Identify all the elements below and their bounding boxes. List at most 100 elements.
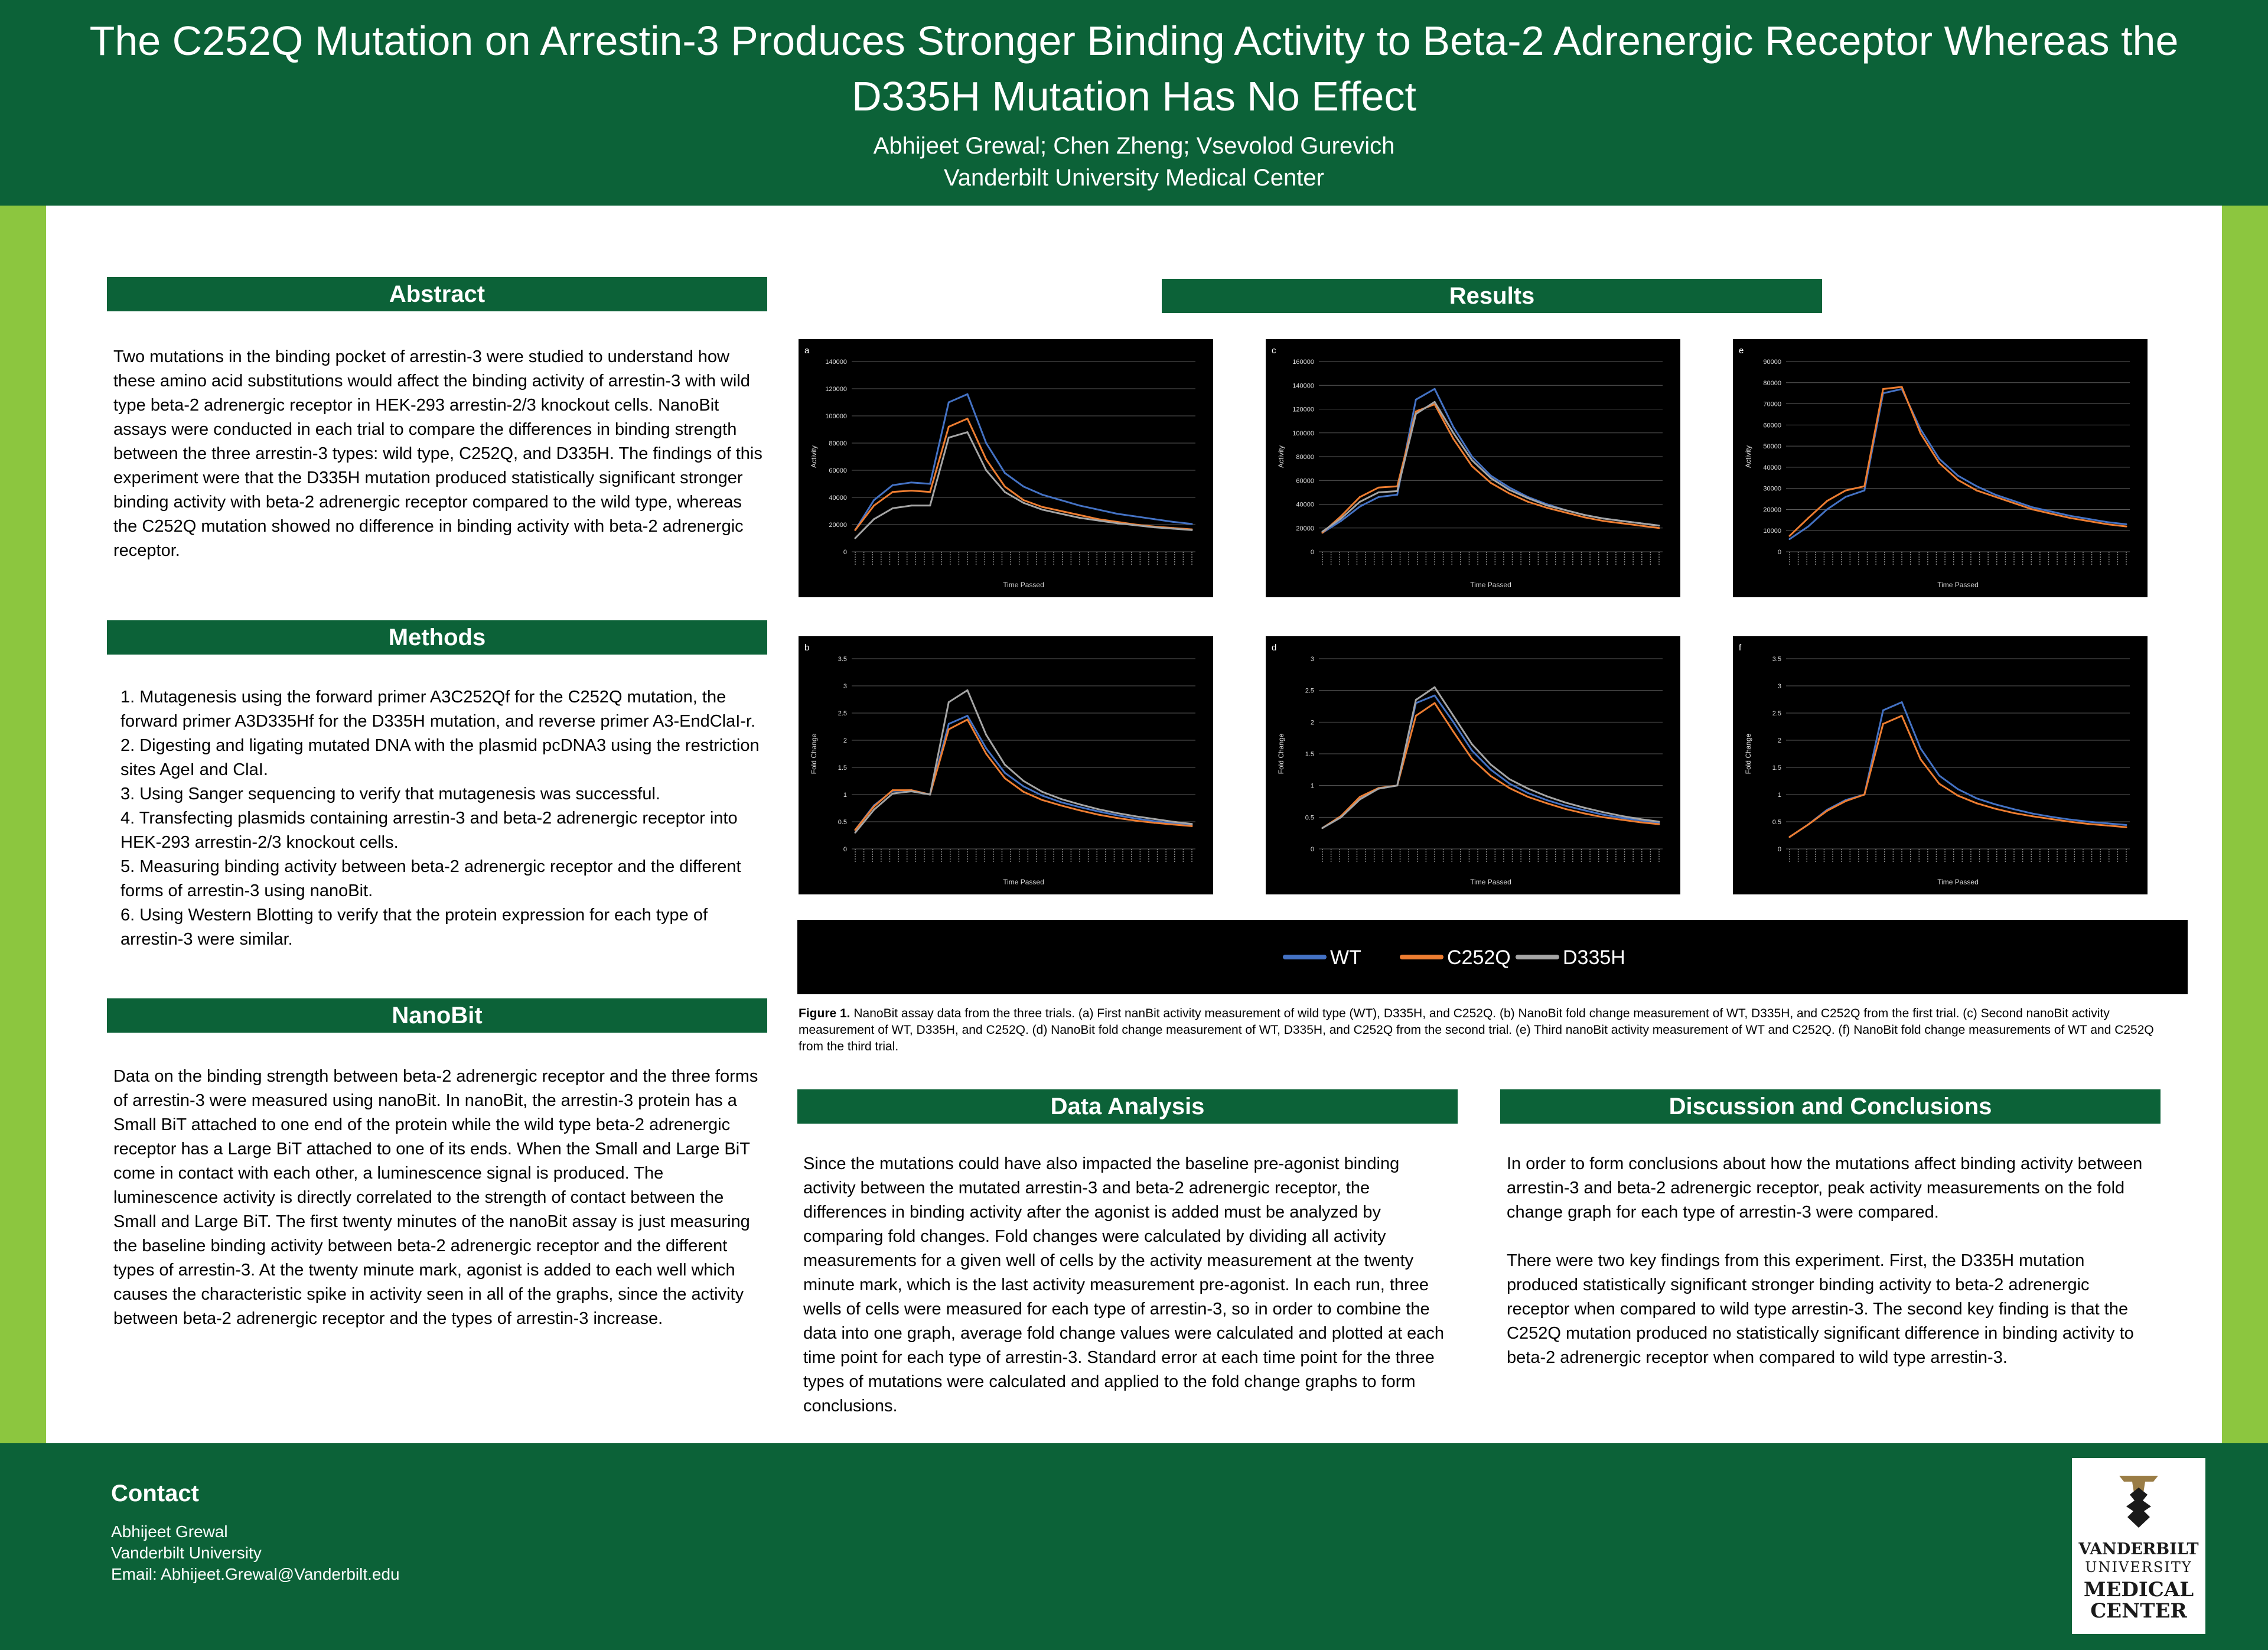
chart-data-point bbox=[854, 829, 856, 831]
chart-data-point bbox=[1994, 496, 1996, 498]
chart-data-point bbox=[1938, 783, 1940, 785]
chart-data-point bbox=[1658, 527, 1660, 529]
chart-data-point bbox=[1041, 799, 1044, 801]
chart-data-point bbox=[1845, 489, 1847, 492]
chart-data-point bbox=[1957, 474, 1959, 477]
chart-data-point bbox=[1003, 486, 1006, 488]
chart-data-point bbox=[1508, 787, 1511, 789]
chart-f-svg: f 0 0.5 1 1.5 2 2.5 3 3.5 Time Passed Fold Change bbox=[1739, 643, 2130, 886]
chart-data-point bbox=[1452, 730, 1455, 733]
chart-y-tick-label: 60000 bbox=[829, 467, 847, 474]
chart-data-point bbox=[1377, 486, 1380, 489]
chart-data-point bbox=[1135, 815, 1137, 818]
logo-line-2: UNIVERSITY bbox=[2085, 1559, 2192, 1576]
methods-item: 1. Mutagenesis using the forward primer … bbox=[120, 688, 756, 731]
chart-b-svg: b 0 0.5 1 1.5 2 2.5 3 3.5 Time Passed Fold Change bbox=[804, 643, 1195, 886]
chart-data-point bbox=[1321, 827, 1324, 829]
chart-data-point bbox=[2125, 824, 2127, 826]
chart-data-point bbox=[1920, 747, 1922, 750]
chart-data-point bbox=[2069, 818, 2071, 821]
chart-y-tick-label: 1 bbox=[1311, 783, 1314, 790]
contact-email[interactable]: Email: Abhijeet.Grewal@Vanderbilt.edu bbox=[111, 1565, 400, 1583]
chart-y-axis-label: Fold Change bbox=[810, 733, 818, 774]
chart-data-point bbox=[1396, 785, 1399, 787]
legend-label-wt: WT bbox=[1330, 946, 1361, 969]
chart-f: f 0 0.5 1 1.5 2 2.5 3 3.5 Time Passed Fold Change bbox=[1733, 636, 2148, 894]
chart-data-point bbox=[2106, 521, 2109, 523]
chart-y-tick-label: 0 bbox=[1311, 549, 1314, 556]
chart-data-point bbox=[1583, 806, 1585, 809]
chart-data-point bbox=[1920, 758, 1922, 760]
chart-data-point bbox=[947, 437, 950, 439]
chart-data-point bbox=[947, 701, 950, 704]
chart-data-point bbox=[1639, 525, 1641, 527]
chart-d-svg: d 0 0.5 1 1.5 2 2.5 3 Time Passed Fold Change bbox=[1272, 643, 1663, 886]
chart-data-point bbox=[2050, 816, 2052, 818]
chart-data-point bbox=[1639, 818, 1641, 821]
chart-data-point bbox=[891, 792, 894, 795]
chart-y-tick-label: 60000 bbox=[1296, 477, 1314, 484]
data-analysis-paragraph: Since the mutations could have also impa… bbox=[803, 1154, 1445, 1415]
chart-data-point bbox=[1116, 817, 1118, 819]
chart-data-point bbox=[2125, 525, 2127, 528]
discussion-paragraph-1: In order to form conclusions about how t… bbox=[1507, 1154, 2143, 1222]
chart-data-point bbox=[1602, 813, 1604, 816]
chart-data-point bbox=[1957, 795, 1959, 797]
chart-data-point bbox=[1490, 477, 1492, 479]
methods-item: 2. Digesting and ligating mutated DNA wi… bbox=[120, 736, 760, 779]
chart-data-point bbox=[1116, 522, 1118, 525]
chart-data-point bbox=[1060, 499, 1062, 502]
chart-data-point bbox=[1041, 506, 1044, 508]
chart-data-point bbox=[1172, 824, 1174, 826]
chart-data-point bbox=[1358, 796, 1361, 798]
chart-y-tick-label: 100000 bbox=[825, 413, 847, 420]
chart-data-point bbox=[1415, 411, 1417, 413]
chart-c-svg: c 0 20000 40000 60000 80000 100000 120000 140000… bbox=[1272, 346, 1663, 589]
chart-data-point bbox=[2069, 515, 2071, 517]
methods-list: 1. Mutagenesis using the forward primer … bbox=[120, 685, 767, 952]
chart-y-tick-label: 40000 bbox=[1296, 502, 1314, 509]
chart-data-point bbox=[2088, 823, 2090, 825]
chart-data-point bbox=[2125, 523, 2127, 525]
oak-leaf-icon bbox=[2119, 1476, 2158, 1528]
chart-series-line-c252q bbox=[854, 718, 1192, 831]
chart-data-point bbox=[2106, 523, 2109, 525]
chart-data-point bbox=[1191, 823, 1193, 825]
methods-item: 3. Using Sanger sequencing to verify tha… bbox=[120, 785, 660, 803]
chart-data-point bbox=[2013, 502, 2015, 505]
chart-data-point bbox=[2013, 500, 2015, 502]
chart-data-point bbox=[1452, 438, 1455, 440]
chart-data-point bbox=[1097, 509, 1100, 511]
chart-data-point bbox=[1321, 531, 1324, 533]
chart-data-point bbox=[1863, 489, 1866, 492]
chart-data-point bbox=[1078, 505, 1081, 507]
chart-data-point bbox=[1340, 518, 1342, 520]
chart-series-line-c252q bbox=[1322, 403, 1660, 533]
chart-data-point bbox=[891, 491, 894, 493]
chart-data-point bbox=[1621, 819, 1623, 821]
chart-data-point bbox=[1003, 491, 1006, 493]
chart-x-axis-label: Time Passed bbox=[1937, 581, 1979, 589]
chart-data-point bbox=[1882, 723, 1884, 725]
chart-data-point bbox=[1433, 686, 1436, 688]
chart-x-axis-label: Time Passed bbox=[1003, 581, 1044, 589]
poster-header: The C252Q Mutation on Arrestin-3 Produce… bbox=[0, 0, 2268, 206]
abstract-text: Two mutations in the binding pocket of a… bbox=[113, 345, 763, 563]
chart-e-svg: e 0 10000 20000 30000 40000 50000 60000 70000 800… bbox=[1739, 346, 2130, 589]
chart-data-point bbox=[1602, 811, 1604, 813]
data-analysis-heading: Data Analysis bbox=[797, 1089, 1458, 1124]
chart-data-point bbox=[2125, 826, 2127, 828]
chart-data-point bbox=[1340, 816, 1342, 818]
chart-y-axis-label: Fold Change bbox=[1744, 733, 1752, 774]
chart-y-tick-label: 90000 bbox=[1763, 359, 1781, 366]
chart-data-point bbox=[1527, 792, 1529, 795]
chart-a-svg: a 0 20000 40000 60000 80000 100000 120000 140000… bbox=[804, 346, 1195, 589]
right-accent-bar bbox=[2222, 206, 2268, 1443]
chart-data-point bbox=[1358, 798, 1361, 800]
chart-y-tick-label: 1 bbox=[1778, 792, 1781, 799]
chart-y-tick-label: 1.5 bbox=[1772, 764, 1781, 772]
chart-data-point bbox=[966, 718, 969, 721]
nanobit-text: Data on the binding strength between bet… bbox=[113, 1065, 763, 1331]
chart-data-point bbox=[929, 793, 931, 796]
chart-data-point bbox=[910, 790, 913, 792]
